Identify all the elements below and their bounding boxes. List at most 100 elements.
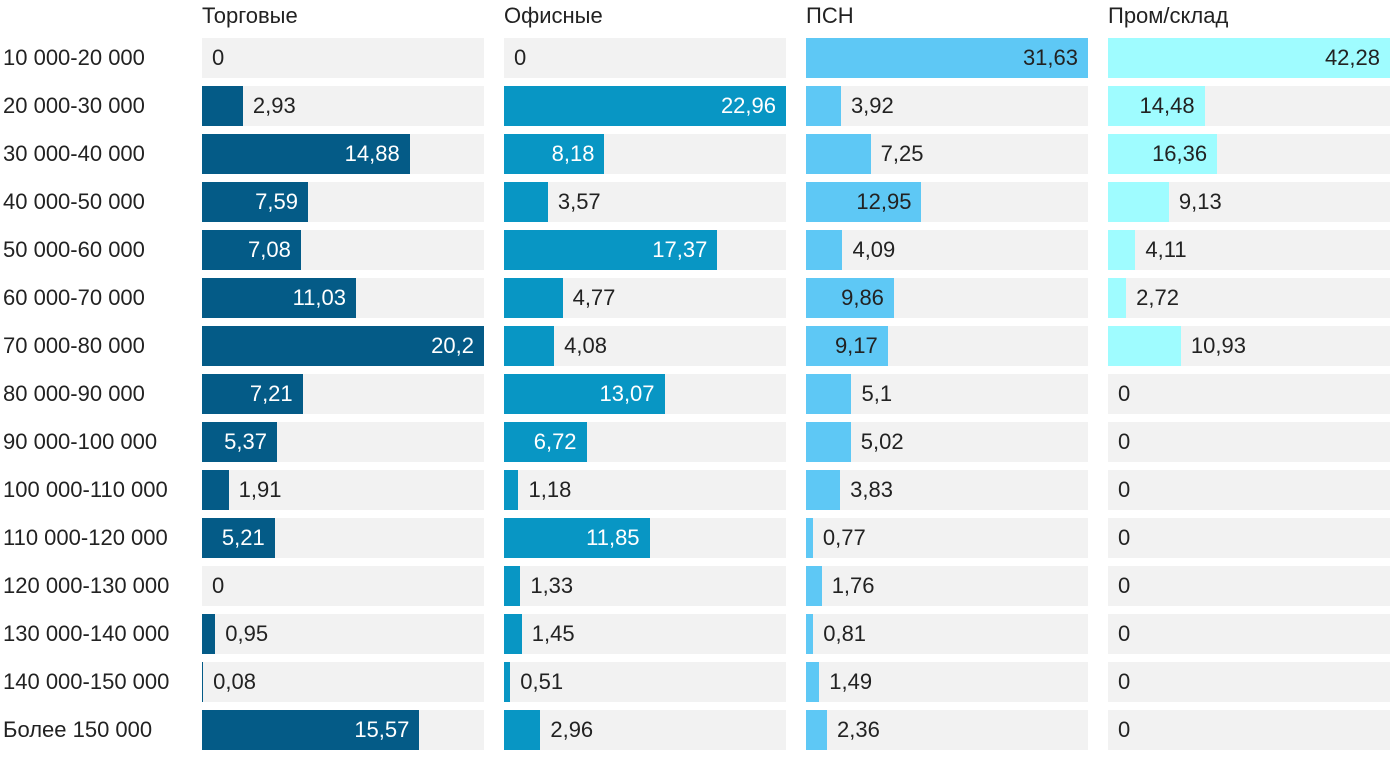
bar-track: 31,63 xyxy=(806,38,1088,78)
data-label: 2,72 xyxy=(1136,285,1179,310)
category-label: 30 000-40 000 xyxy=(3,141,145,166)
bar-track: 0,95 xyxy=(202,614,484,654)
bar xyxy=(202,278,356,318)
bar xyxy=(504,182,548,222)
bar-track: 1,49 xyxy=(806,662,1088,702)
bar xyxy=(806,38,1088,78)
bar xyxy=(1108,134,1218,174)
bar xyxy=(504,662,511,702)
data-label: 7,59 xyxy=(255,189,298,214)
data-label: 7,08 xyxy=(248,237,291,262)
data-label: 0 xyxy=(1118,621,1131,646)
bar xyxy=(202,326,484,366)
data-label: 0,95 xyxy=(225,621,269,646)
bar xyxy=(1108,326,1181,366)
data-label: 2,36 xyxy=(837,717,880,742)
bar-track: 0,81 xyxy=(806,614,1088,654)
data-label: 7,21 xyxy=(249,381,293,406)
bar-track: 0 xyxy=(1108,518,1390,558)
bar-track: 0 xyxy=(1108,662,1390,702)
data-label: 1,76 xyxy=(831,573,875,598)
data-label: 8,18 xyxy=(551,141,595,166)
bar-track: 7,08 xyxy=(202,230,484,270)
data-label: 0 xyxy=(212,573,225,598)
bar-track: 16,36 xyxy=(1108,134,1390,174)
bar xyxy=(806,470,841,510)
bar-track: 7,21 xyxy=(202,374,484,414)
data-label: 9,17 xyxy=(834,333,878,358)
data-label: 0,51 xyxy=(520,669,564,694)
bar-track: 0 xyxy=(1108,470,1390,510)
bar-track: 0 xyxy=(202,38,484,78)
bar-track: 2,72 xyxy=(1108,278,1390,318)
data-label: 5,21 xyxy=(221,525,265,550)
bar xyxy=(202,86,243,126)
bar-track: 8,18 xyxy=(504,134,786,174)
bar-track: 1,33 xyxy=(504,566,786,606)
data-label: 0 xyxy=(1118,381,1131,406)
data-label: 15,57 xyxy=(354,717,410,742)
bar-track: 4,08 xyxy=(504,326,786,366)
bar xyxy=(202,422,277,462)
bar xyxy=(806,614,814,654)
bar xyxy=(504,374,665,414)
bar xyxy=(1108,278,1127,318)
data-label: 42,28 xyxy=(1324,45,1380,70)
series-title: ПСН xyxy=(806,3,854,28)
bar xyxy=(202,182,308,222)
data-label: 31,63 xyxy=(1022,45,1078,70)
bar xyxy=(806,374,852,414)
bar-track: 4,09 xyxy=(806,230,1088,270)
bar-track: 1,76 xyxy=(806,566,1088,606)
data-label: 13,07 xyxy=(599,381,655,406)
data-label: 0 xyxy=(1118,477,1131,502)
category-label: 80 000-90 000 xyxy=(3,381,145,406)
bar-track: 9,13 xyxy=(1108,182,1390,222)
bar-track: 3,83 xyxy=(806,470,1088,510)
data-label: 1,45 xyxy=(531,621,575,646)
data-label: 10,93 xyxy=(1190,333,1246,358)
bar-track: 12,95 xyxy=(806,182,1088,222)
bar-track: 1,18 xyxy=(504,470,786,510)
data-label: 1,18 xyxy=(528,477,572,502)
bar xyxy=(504,134,605,174)
category-label: 20 000-30 000 xyxy=(3,93,145,118)
bar xyxy=(806,134,871,174)
bar-track: 0 xyxy=(202,566,484,606)
category-label: 120 000-130 000 xyxy=(3,573,170,598)
data-label: 3,83 xyxy=(850,477,893,502)
bar-track: 14,88 xyxy=(202,134,484,174)
bar-track: 5,02 xyxy=(806,422,1088,462)
data-label: 0 xyxy=(514,45,527,70)
bar-track: 5,21 xyxy=(202,518,484,558)
bar xyxy=(504,470,519,510)
data-label: 16,36 xyxy=(1152,141,1208,166)
bar-track: 4,11 xyxy=(1108,230,1390,270)
bar xyxy=(504,422,587,462)
data-label: 17,37 xyxy=(652,237,708,262)
data-label: 9,86 xyxy=(841,285,884,310)
bar-track: 4,77 xyxy=(504,278,786,318)
bar xyxy=(1108,182,1169,222)
category-label: 50 000-60 000 xyxy=(3,237,145,262)
bar xyxy=(1108,86,1205,126)
bar xyxy=(806,662,820,702)
bar-track: 9,17 xyxy=(806,326,1088,366)
data-label: 0 xyxy=(1118,669,1131,694)
bar-track: 15,57 xyxy=(202,710,484,750)
data-label: 0 xyxy=(212,45,225,70)
bar-track: 7,59 xyxy=(202,182,484,222)
bar-track: 0 xyxy=(504,38,786,78)
bar xyxy=(202,710,420,750)
data-label: 1,49 xyxy=(829,669,873,694)
bar xyxy=(202,134,410,174)
bar-track: 0 xyxy=(1108,422,1390,462)
category-label: 90 000-100 000 xyxy=(3,429,158,454)
category-label: 40 000-50 000 xyxy=(3,189,145,214)
data-label: 2,96 xyxy=(550,717,594,742)
category-label: 70 000-80 000 xyxy=(3,333,145,358)
bar-track: 0 xyxy=(1108,566,1390,606)
data-label: 2,93 xyxy=(252,93,296,118)
data-label: 4,09 xyxy=(852,237,896,262)
